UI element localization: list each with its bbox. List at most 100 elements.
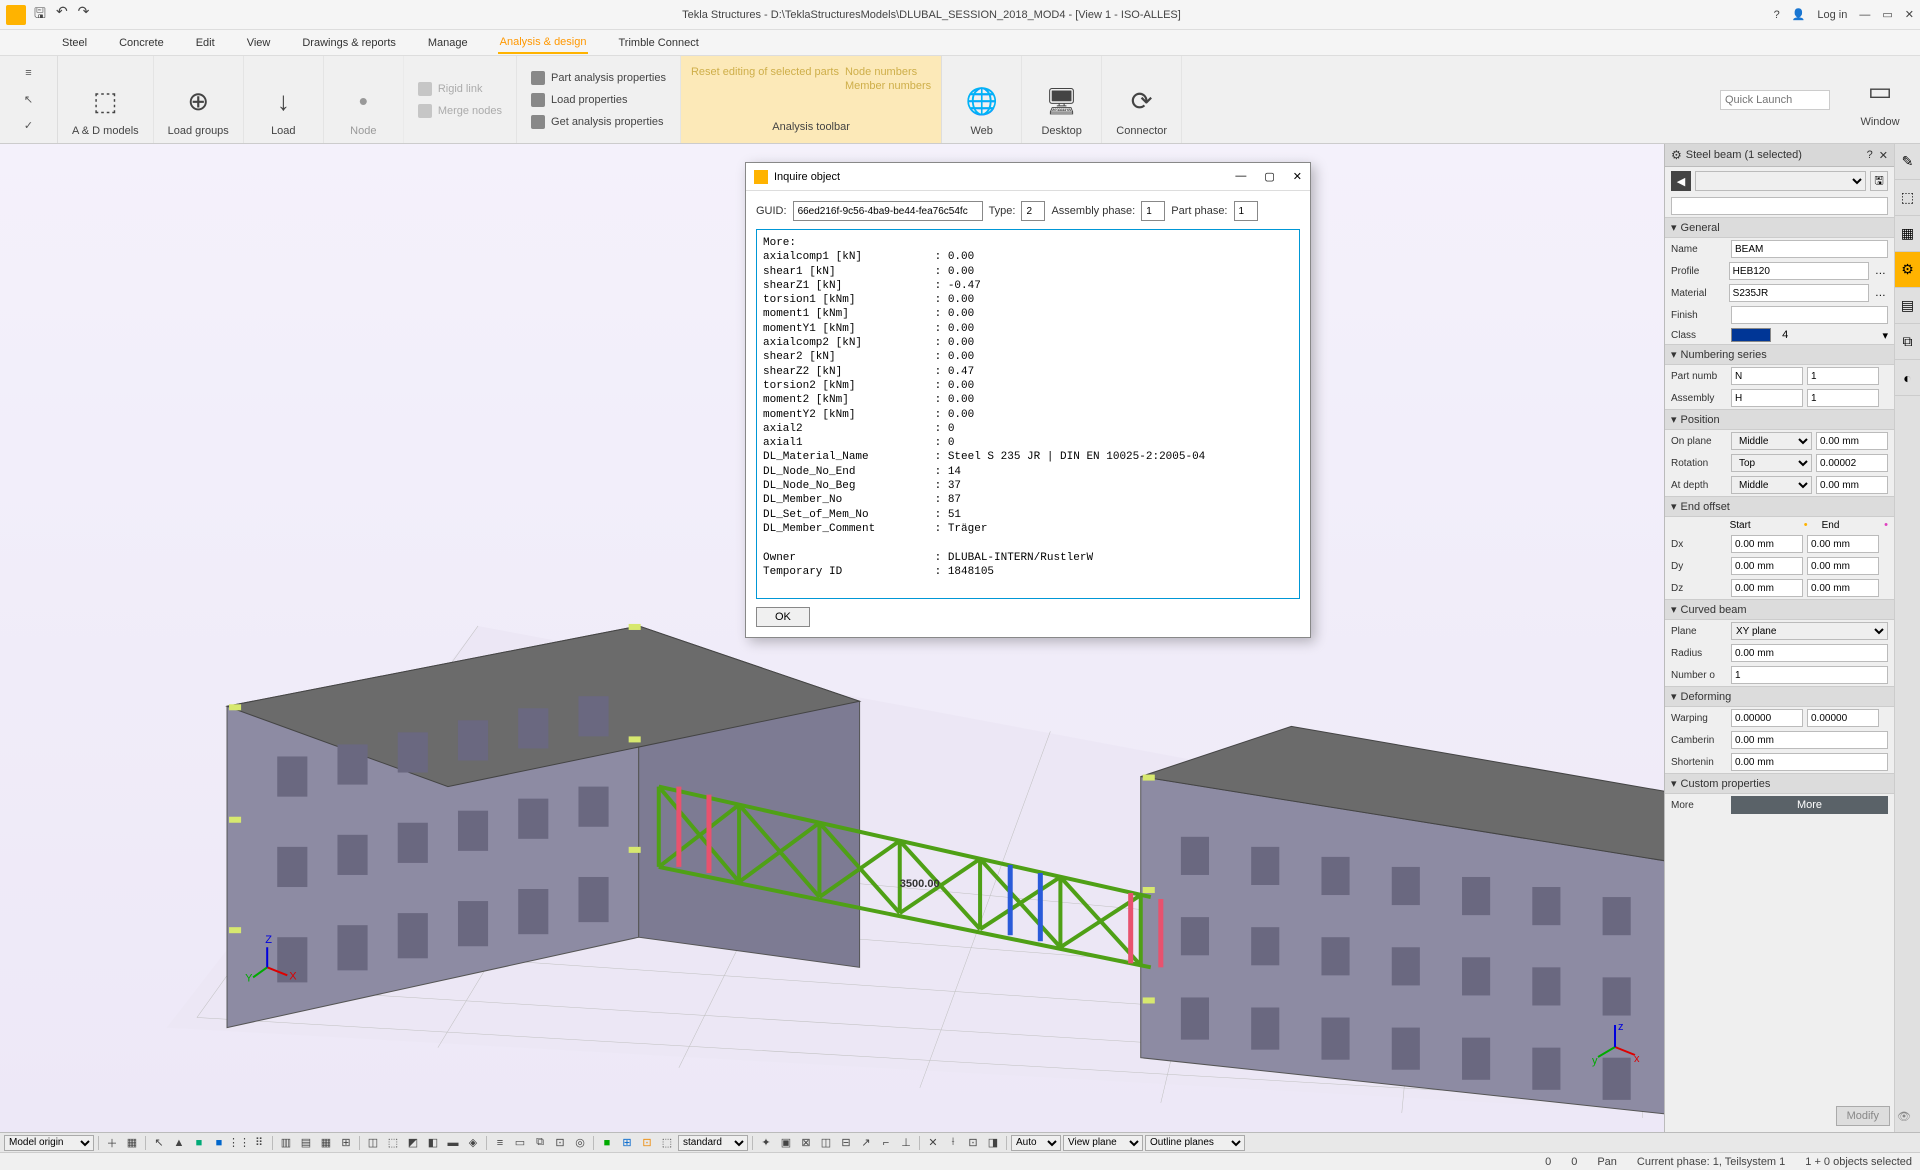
rot-select[interactable]: Top xyxy=(1731,454,1812,472)
bt-or[interactable]: ⊡ xyxy=(638,1135,656,1151)
bt-o[interactable]: ◎ xyxy=(571,1135,589,1151)
menu-steel[interactable]: Steel xyxy=(60,33,89,53)
section-deform[interactable]: ▾ Deforming xyxy=(1665,686,1894,707)
menu-trimble[interactable]: Trimble Connect xyxy=(616,33,700,53)
browse-icon[interactable]: … xyxy=(1873,287,1888,299)
save-preset-icon[interactable]: 🖫 xyxy=(1870,171,1888,191)
bt-b[interactable]: ▤ xyxy=(297,1135,315,1151)
gear-icon[interactable]: ⚙ xyxy=(1671,148,1682,162)
bt-up[interactable]: ▲ xyxy=(170,1135,188,1151)
tab-3[interactable]: ▦ xyxy=(1895,216,1920,252)
axis-gizmo[interactable]: xyz xyxy=(1590,1022,1640,1072)
menu-view[interactable]: View xyxy=(245,33,273,53)
ribbon-connector[interactable]: ⟳ Connector xyxy=(1102,56,1182,143)
outline-select[interactable]: Outline planes xyxy=(1145,1135,1245,1151)
bt-g[interactable]: ◩ xyxy=(404,1135,422,1151)
ribbon-web[interactable]: 🌐 Web xyxy=(942,56,1022,143)
bt-f[interactable]: ⬚ xyxy=(384,1135,402,1151)
dialog-min-icon[interactable]: — xyxy=(1235,170,1246,183)
menu-concrete[interactable]: Concrete xyxy=(117,33,166,53)
dz-start[interactable] xyxy=(1731,579,1803,597)
modify-button[interactable]: Modify xyxy=(1836,1106,1890,1126)
ribbon-ad-models[interactable]: ⬚ A & D models xyxy=(58,56,154,143)
bt-j[interactable]: ◈ xyxy=(464,1135,482,1151)
section-custom[interactable]: ▾ Custom properties xyxy=(1665,773,1894,794)
ribbon-load[interactable]: ↓ Load xyxy=(244,56,324,143)
menu-edit[interactable]: Edit xyxy=(194,33,217,53)
maximize-icon[interactable]: ▭ xyxy=(1882,8,1892,21)
preset-select[interactable] xyxy=(1695,171,1866,191)
short-input[interactable] xyxy=(1731,753,1888,771)
asm-input[interactable] xyxy=(1141,201,1165,221)
part-analysis-button[interactable]: Part analysis properties xyxy=(527,69,670,87)
inquire-output[interactable]: More: axialcomp1 [kN] : 0.00 shear1 [kN]… xyxy=(756,229,1300,599)
bt-u[interactable]: ⊟ xyxy=(837,1135,855,1151)
bt-a[interactable]: ▥ xyxy=(277,1135,295,1151)
help-icon[interactable]: ? xyxy=(1774,9,1780,21)
member-numbers-button[interactable]: Member numbers xyxy=(845,80,931,92)
tab-5[interactable]: ▤ xyxy=(1895,288,1920,324)
quick-launch-input[interactable] xyxy=(1720,90,1830,110)
bt-sq[interactable]: ■ xyxy=(190,1135,208,1151)
section-numbering[interactable]: ▾ Numbering series xyxy=(1665,344,1894,365)
type-input[interactable] xyxy=(1021,201,1045,221)
auto-select[interactable]: Auto xyxy=(1011,1135,1061,1151)
bt-c[interactable]: ▦ xyxy=(317,1135,335,1151)
bt-dots[interactable]: ⋮⋮ xyxy=(230,1135,248,1151)
bt-l[interactable]: ▭ xyxy=(511,1135,529,1151)
guid-input[interactable] xyxy=(793,201,983,221)
material-input[interactable] xyxy=(1729,284,1869,302)
dx-start[interactable] xyxy=(1731,535,1803,553)
bt-e[interactable]: ◫ xyxy=(364,1135,382,1151)
hamburger-icon[interactable]: ≡ xyxy=(20,67,38,81)
section-curved[interactable]: ▾ Curved beam xyxy=(1665,599,1894,620)
dialog-titlebar[interactable]: Inquire object — ▢ ✕ xyxy=(746,163,1310,191)
user-icon[interactable]: 👤 xyxy=(1792,8,1806,21)
load-props-button[interactable]: Load properties xyxy=(527,91,670,109)
bt-aa[interactable]: ⊡ xyxy=(964,1135,982,1151)
profile-input[interactable] xyxy=(1729,262,1869,280)
bt-h[interactable]: ◧ xyxy=(424,1135,442,1151)
check-icon[interactable]: ✓ xyxy=(20,119,38,133)
section-endoffset[interactable]: ▾ End offset xyxy=(1665,496,1894,517)
bt-w[interactable]: ⌐ xyxy=(877,1135,895,1151)
get-analysis-button[interactable]: Get analysis properties xyxy=(527,113,670,131)
bt-t[interactable]: ◫ xyxy=(817,1135,835,1151)
bt-r[interactable]: ▣ xyxy=(777,1135,795,1151)
viewplane-select[interactable]: View plane xyxy=(1063,1135,1143,1151)
bt-m[interactable]: ⧉ xyxy=(531,1135,549,1151)
dy-start[interactable] xyxy=(1731,557,1803,575)
bt-grid[interactable]: ▦ xyxy=(123,1135,141,1151)
bt-z[interactable]: ⟊ xyxy=(944,1135,962,1151)
menu-analysis[interactable]: Analysis & design xyxy=(498,32,589,54)
bt-s[interactable]: ⊠ xyxy=(797,1135,815,1151)
radius-input[interactable] xyxy=(1731,644,1888,662)
node-numbers-button[interactable]: Node numbers xyxy=(845,66,931,78)
browse-icon[interactable]: … xyxy=(1873,265,1888,277)
dz-end[interactable] xyxy=(1807,579,1879,597)
ribbon-desktop[interactable]: 🖥 Desktop xyxy=(1022,56,1102,143)
standard-select[interactable]: standard xyxy=(678,1135,748,1151)
bt-d[interactable]: ⊞ xyxy=(337,1135,355,1151)
warp2-input[interactable] xyxy=(1807,709,1879,727)
asm-prefix[interactable] xyxy=(1731,389,1803,407)
menu-manage[interactable]: Manage xyxy=(426,33,470,53)
onplane-select[interactable]: Middle xyxy=(1731,432,1812,450)
tab-6[interactable]: ⧉ xyxy=(1895,324,1920,360)
onplane-val[interactable] xyxy=(1816,432,1888,450)
bt-x[interactable]: ⊥ xyxy=(897,1135,915,1151)
numseg-input[interactable] xyxy=(1731,666,1888,684)
panel-close-icon[interactable]: ✕ xyxy=(1879,149,1888,162)
rot-val[interactable] xyxy=(1816,454,1888,472)
nav-back-button[interactable]: ◀ xyxy=(1671,171,1691,191)
warp1-input[interactable] xyxy=(1731,709,1803,727)
bt-blue[interactable]: ⊞ xyxy=(618,1135,636,1151)
bt-y[interactable]: ✕ xyxy=(924,1135,942,1151)
login-label[interactable]: Log in xyxy=(1817,9,1847,21)
bt-k[interactable]: ≡ xyxy=(491,1135,509,1151)
reset-editing-button[interactable]: Reset editing of selected parts xyxy=(691,66,839,78)
plane-select[interactable]: XY plane xyxy=(1731,622,1888,640)
tab-1[interactable]: ✎ xyxy=(1895,144,1920,180)
bt-plus[interactable]: ＋ xyxy=(103,1135,121,1151)
ribbon-load-groups[interactable]: ⊕ Load groups xyxy=(154,56,244,143)
